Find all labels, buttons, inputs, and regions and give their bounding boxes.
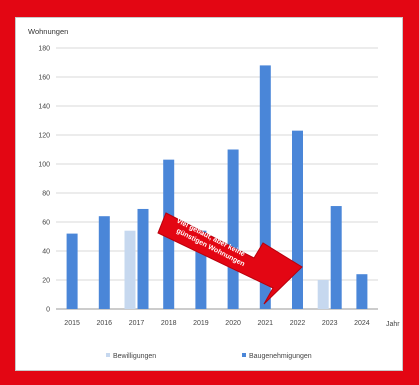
x-tick-2020: 2020 [225, 320, 241, 327]
bar-baugenehmigungen-2021 [259, 65, 271, 310]
y-tick-0: 0 [46, 307, 50, 314]
bar-baugenehmigungen-2015 [66, 233, 78, 309]
x-tick-2018: 2018 [161, 320, 177, 327]
y-axis-label: Wohnungen [28, 27, 68, 36]
legend-swatch-bewilligungen [106, 353, 110, 357]
legend-label-bewilligungen: Bewilligungen [113, 353, 156, 360]
bars [66, 65, 368, 310]
chart-panel: 0 20 40 60 80 100 120 140 160 180 2015 2016 2017 201… [16, 18, 402, 370]
y-tick-120: 120 [38, 133, 50, 140]
x-axis-label: Jahr [386, 321, 400, 328]
legend: Bewilligungen Baugenehmigungen [106, 353, 312, 360]
x-tick-2022: 2022 [290, 320, 306, 327]
bar-baugenehmigungen-2023 [330, 206, 342, 309]
bar-baugenehmigungen-2016 [98, 216, 110, 309]
x-tick-labels: 2015 2016 2017 2018 2019 2020 2021 2022 2023 2024 [64, 320, 369, 327]
bar-baugenehmigungen-2024 [356, 274, 368, 309]
bar-baugenehmigungen-2017 [137, 208, 149, 309]
x-tick-2024: 2024 [354, 320, 370, 327]
y-tick-20: 20 [42, 278, 50, 285]
x-tick-2019: 2019 [193, 320, 209, 327]
x-tick-2016: 2016 [97, 320, 113, 327]
side-credit-strip [0, 0, 12, 385]
bar-bewilligungen-2017 [124, 230, 136, 309]
y-tick-180: 180 [38, 46, 50, 53]
legend-label-baugenehmigungen: Baugenehmigungen [249, 353, 312, 360]
bar-bewilligungen-2023 [317, 280, 329, 309]
bar-baugenehmigungen-2019 [195, 230, 207, 309]
y-tick-100: 100 [38, 162, 50, 169]
y-tick-140: 140 [38, 104, 50, 111]
legend-swatch-baugenehmigungen [242, 353, 246, 357]
y-tick-labels: 0 20 40 60 80 100 120 140 160 180 [38, 46, 50, 314]
x-tick-2021: 2021 [258, 320, 274, 327]
y-tick-80: 80 [42, 191, 50, 198]
y-tick-60: 60 [42, 220, 50, 227]
x-tick-2015: 2015 [64, 320, 80, 327]
x-tick-2023: 2023 [322, 320, 338, 327]
y-tick-160: 160 [38, 75, 50, 82]
bar-baugenehmigungen-2020 [227, 149, 239, 309]
bar-baugenehmigungen-2022 [292, 130, 303, 309]
y-tick-40: 40 [42, 249, 50, 256]
x-tick-2017: 2017 [129, 320, 145, 327]
